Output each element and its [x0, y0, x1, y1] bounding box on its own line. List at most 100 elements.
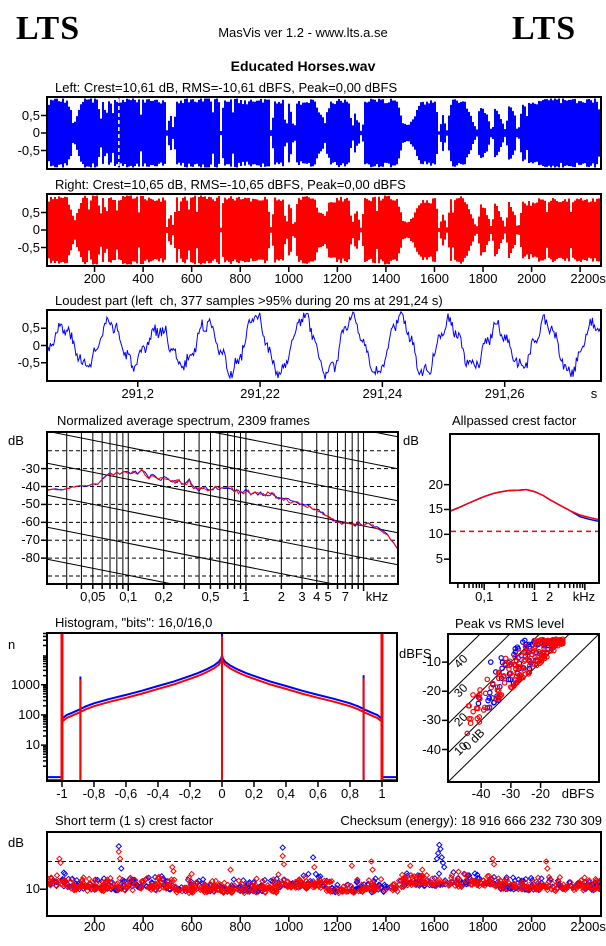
shortterm-db-unit: dB	[8, 835, 24, 850]
shortterm-title: Short term (1 s) crest factor	[55, 813, 214, 828]
time-tick-label: 200	[83, 271, 106, 286]
time-tick-label: 800	[229, 919, 252, 934]
freq-unit-label: kHz	[572, 589, 596, 604]
peak-dbfs-unit: dBFS	[399, 646, 432, 661]
freq-tick-label: 0,5	[201, 589, 220, 604]
freq-tick-label: 2	[546, 589, 554, 604]
app-version-line: MasVis ver 1.2 - www.lts.a.se	[218, 25, 388, 40]
freq-tick-label: 0,1	[119, 589, 138, 604]
time-tick-label: 2200s	[570, 271, 606, 286]
y-tick-label: 5	[435, 551, 443, 567]
time-tick-label: 400	[132, 271, 154, 286]
allpass-plot	[449, 433, 600, 584]
y-tick-label: 0	[32, 222, 40, 237]
y-tick-label: -0,5	[17, 354, 40, 370]
x-tick-label: 0,2	[244, 786, 264, 801]
y-tick-label: 10	[25, 881, 40, 897]
x-tick-label: 291,22	[240, 386, 280, 401]
x-tick-label: 1	[378, 786, 386, 801]
x-tick-label: 291,2	[121, 386, 154, 401]
time-tick-label: 1800	[468, 271, 498, 286]
freq-tick-label: 3	[298, 589, 306, 604]
y-tick-label: -50	[21, 496, 40, 512]
time-tick-label: 1400	[371, 919, 401, 934]
time-tick-label: 1200	[322, 271, 352, 286]
crest-line-label: 40	[451, 651, 471, 671]
y-tick-label: 20	[428, 476, 443, 492]
y-tick-label: 0	[32, 337, 40, 353]
freq-tick-label: 0,2	[154, 589, 173, 604]
x-tick-label: -40	[471, 786, 491, 801]
x-tick-label: -0,8	[82, 786, 106, 801]
right-channel-stats: Right: Crest=10,65 dB, RMS=-10,65 dBFS, …	[55, 177, 406, 192]
time-tick-label: 600	[180, 919, 203, 934]
time-tick-label: 1000	[274, 271, 304, 286]
time-tick-label: 800	[229, 271, 252, 286]
y-tick-label: -30	[422, 712, 441, 728]
allpass-db-unit: dB	[403, 433, 419, 448]
x-tick-label: 291,26	[484, 386, 525, 401]
y-tick-label: -20	[422, 683, 441, 699]
x-tick-label: 291,24	[362, 386, 403, 401]
y-tick-label: 100	[18, 706, 40, 722]
histogram-title: Histogram, "bits": 16,0/16,0	[55, 615, 213, 630]
time-tick-label: 2200s	[570, 919, 606, 934]
freq-tick-label: 0,1	[475, 589, 494, 604]
freq-tick-label: 1	[530, 589, 539, 604]
y-tick-label: -0,5	[17, 142, 40, 158]
freq-tick-label: 1	[242, 589, 250, 604]
y-tick-label: -30	[21, 460, 40, 476]
wf_left-plot	[46, 96, 602, 170]
y-tick-label: 10	[25, 737, 40, 753]
y-tick-label: 0,5	[21, 320, 40, 336]
x-tick-label: 0	[218, 786, 226, 801]
lts-logo-right: LTS	[512, 10, 577, 47]
freq-tick-label: 7	[341, 589, 349, 604]
time-tick-label: 1600	[420, 271, 449, 286]
x-unit-label: dBFS	[561, 786, 595, 801]
y-tick-label: -70	[21, 532, 40, 548]
time-tick-label: 1800	[468, 919, 498, 934]
wf_right-plot	[46, 193, 602, 267]
left-channel-stats: Left: Crest=10,61 dB, RMS=-10,61 dBFS, P…	[55, 80, 398, 95]
time-tick-label: 200	[83, 919, 106, 934]
x-tick-label: -0,2	[178, 786, 202, 801]
time-tick-label: 2000	[517, 271, 547, 286]
freq-tick-label: 4	[313, 589, 321, 604]
x-tick-label: -20	[531, 786, 550, 801]
freq-unit-label: kHz	[365, 589, 389, 604]
time-tick-label: 1000	[274, 919, 304, 934]
x-tick-label: -0,4	[146, 786, 170, 801]
y-tick-label: 15	[428, 501, 443, 517]
allpass-title: Allpassed crest factor	[452, 413, 577, 428]
freq-tick-label: 2	[277, 589, 285, 604]
loudest-plot	[46, 309, 602, 382]
lts-logo-left: LTS	[16, 10, 81, 47]
spectrum-title: Normalized average spectrum, 2309 frames	[57, 413, 310, 428]
y-tick-label: 10	[428, 526, 443, 542]
time-tick-label: 1600	[420, 919, 449, 934]
freq-tick-label: 0,05	[80, 589, 106, 604]
time-tick-label: 1400	[371, 271, 401, 286]
x-tick-label: -0,6	[114, 786, 138, 801]
y-tick-label: -0,5	[17, 239, 40, 255]
y-tick-label: -80	[21, 550, 40, 566]
time-tick-label: 400	[132, 919, 154, 934]
y-tick-label: 0	[32, 125, 40, 140]
x-tick-label: 0,8	[340, 786, 360, 801]
time-tick-label: 600	[180, 271, 203, 286]
y-tick-label: 0,5	[21, 107, 40, 123]
x-tick-label: 0,6	[308, 786, 328, 801]
time-tick-label: 1200	[322, 919, 352, 934]
shortterm-plot	[46, 831, 602, 917]
y-tick-label: -60	[21, 514, 40, 530]
x-tick-label: 0,4	[276, 786, 296, 801]
spectrum-plot	[46, 431, 399, 585]
file-title: Educated Horses.wav	[230, 58, 376, 74]
peak-vs-rms-title: Peak vs RMS level	[455, 616, 565, 631]
x-tick-label: -1	[56, 786, 68, 801]
x-unit-label: s	[590, 386, 598, 401]
